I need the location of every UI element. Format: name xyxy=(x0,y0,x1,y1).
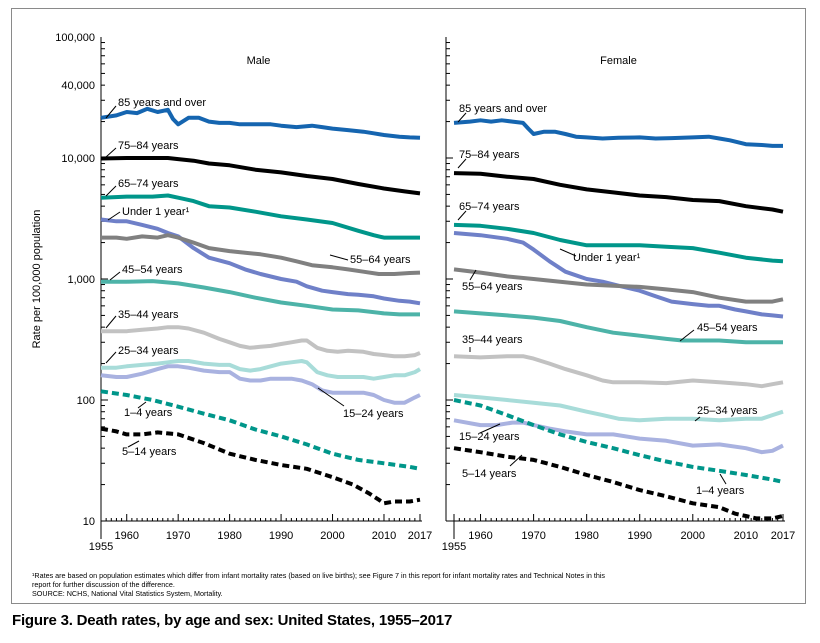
male-leader-5-14 xyxy=(127,440,140,448)
male-y-tick-label: 1,000 xyxy=(67,274,95,286)
female-series-label-under-1: Under 1 year¹ xyxy=(573,252,641,264)
female-series-25-34 xyxy=(453,393,784,423)
male-leader-35-44 xyxy=(105,315,117,329)
female-panel-title: Female xyxy=(600,55,637,67)
male-leader-65-74 xyxy=(105,185,117,197)
male-series-85-over xyxy=(100,106,421,140)
male-leader-1-4 xyxy=(137,401,147,409)
male-series-65-74 xyxy=(100,193,420,240)
male-x-tick-label: 1990 xyxy=(269,530,293,542)
male-series-under-1 xyxy=(100,217,421,306)
male-series-45-54 xyxy=(101,279,420,317)
female-leader-65-74 xyxy=(457,210,467,221)
male-x-tick-label: 2000 xyxy=(320,530,344,542)
male-y-tick-label: 10,000 xyxy=(61,153,95,165)
male-series-label-15-24: 15–24 years xyxy=(343,408,404,420)
female-x-tick-label: 2000 xyxy=(681,530,705,542)
male-series-1-4 xyxy=(100,389,421,471)
female-series-65-74 xyxy=(453,222,784,264)
male-series-label-45-54: 45–54 years xyxy=(122,264,183,276)
male-series-25-34 xyxy=(101,359,422,381)
male-series-label-65-74: 65–74 years xyxy=(118,178,179,190)
female-series-55-64 xyxy=(453,267,784,304)
male-leader-15-24 xyxy=(317,387,345,407)
male-series-label-1-4: 1–4 years xyxy=(124,407,173,419)
female-series-45-54 xyxy=(453,309,783,345)
male-leader-75-84 xyxy=(105,147,117,158)
male-series-55-64 xyxy=(101,233,421,276)
female-series-label-35-44: 35–44 years xyxy=(462,334,523,346)
footnote-source: SOURCE: NCHS, National Vital Statistics … xyxy=(32,589,223,598)
female-series-35-44 xyxy=(453,354,784,389)
male-series-label-5-14: 5–14 years xyxy=(122,446,177,458)
female-series-label-1-4: 1–4 years xyxy=(696,485,745,497)
female-series-label-15-24: 15–24 years xyxy=(459,431,520,443)
male-x-tick-label: 1970 xyxy=(166,530,190,542)
y-axis-label: Rate per 100,000 population xyxy=(31,210,43,349)
figure-frame xyxy=(11,8,806,604)
male-panel-title: Male xyxy=(247,55,271,67)
female-series-85-over xyxy=(453,118,783,148)
female-leader-1-4 xyxy=(719,473,727,485)
female-series-label-5-14: 5–14 years xyxy=(462,468,517,480)
female-x-tick-label: 1960 xyxy=(468,530,492,542)
female-series-label-55-64: 55–64 years xyxy=(462,281,523,293)
male-x-tick-label: 1955 xyxy=(89,541,113,553)
female-x-tick-label: 1970 xyxy=(521,530,545,542)
male-x-tick-label: 1960 xyxy=(114,530,138,542)
male-series-label-under-1: Under 1 year¹ xyxy=(122,206,190,218)
male-y-tick-label: 100,000 xyxy=(55,32,95,44)
male-x-tick-label: 2017 xyxy=(408,530,432,542)
male-leader-55-64 xyxy=(329,254,349,261)
female-leader-75-84 xyxy=(457,158,467,169)
male-leader-45-54 xyxy=(109,271,121,281)
female-series-5-14 xyxy=(453,446,784,521)
male-leader-85-over xyxy=(105,105,117,119)
female-leader-55-64 xyxy=(469,269,477,281)
male-series-label-75-84: 75–84 years xyxy=(118,140,179,152)
female-series-label-75-84: 75–84 years xyxy=(459,149,520,161)
male-y-tick-label: 10 xyxy=(83,516,95,528)
female-x-tick-label: 1980 xyxy=(574,530,598,542)
female-leader-under-1 xyxy=(559,248,577,257)
male-y-tick-label: 100 xyxy=(77,395,95,407)
male-x-tick-label: 2010 xyxy=(372,530,396,542)
figure-caption: Figure 3. Death rates, by age and sex: U… xyxy=(12,612,453,629)
female-x-tick-label: 2017 xyxy=(771,530,795,542)
female-series-label-25-34: 25–34 years xyxy=(697,405,758,417)
male-x-tick-label: 1980 xyxy=(217,530,241,542)
male-leader-under-1 xyxy=(107,211,121,221)
male-series-label-85-over: 85 years and over xyxy=(118,97,206,109)
female-series-under-1 xyxy=(453,231,784,319)
female-leader-5-14 xyxy=(509,454,523,467)
male-leader-25-34 xyxy=(105,351,117,364)
female-series-1-4 xyxy=(453,398,784,484)
female-series-label-45-54: 45–54 years xyxy=(697,322,758,334)
male-series-15-24 xyxy=(100,364,421,405)
male-series-75-84 xyxy=(100,156,421,196)
female-series-label-65-74: 65–74 years xyxy=(459,201,520,213)
male-series-label-35-44: 35–44 years xyxy=(118,309,179,321)
female-series-15-24 xyxy=(453,418,784,455)
footnote-rates-cont: report for further discussion of the dif… xyxy=(32,580,175,589)
male-series-35-44 xyxy=(101,325,421,359)
male-series-5-14 xyxy=(100,426,421,506)
footnote-rates: ¹Rates are based on population estimates… xyxy=(32,571,606,580)
female-series-75-84 xyxy=(453,171,784,214)
female-x-tick-label: 2010 xyxy=(734,530,758,542)
male-series-label-55-64: 55–64 years xyxy=(350,254,411,266)
male-series-label-25-34: 25–34 years xyxy=(118,345,179,357)
female-x-tick-label: 1990 xyxy=(627,530,651,542)
male-y-tick-label: 40,000 xyxy=(61,80,95,92)
female-leader-45-54 xyxy=(679,329,695,342)
female-x-tick-label: 1955 xyxy=(442,541,466,553)
female-leader-15-24 xyxy=(479,423,501,434)
female-leader-85-over xyxy=(457,112,467,123)
female-series-label-85-over: 85 years and over xyxy=(459,103,547,115)
female-leader-25-34 xyxy=(694,416,701,422)
